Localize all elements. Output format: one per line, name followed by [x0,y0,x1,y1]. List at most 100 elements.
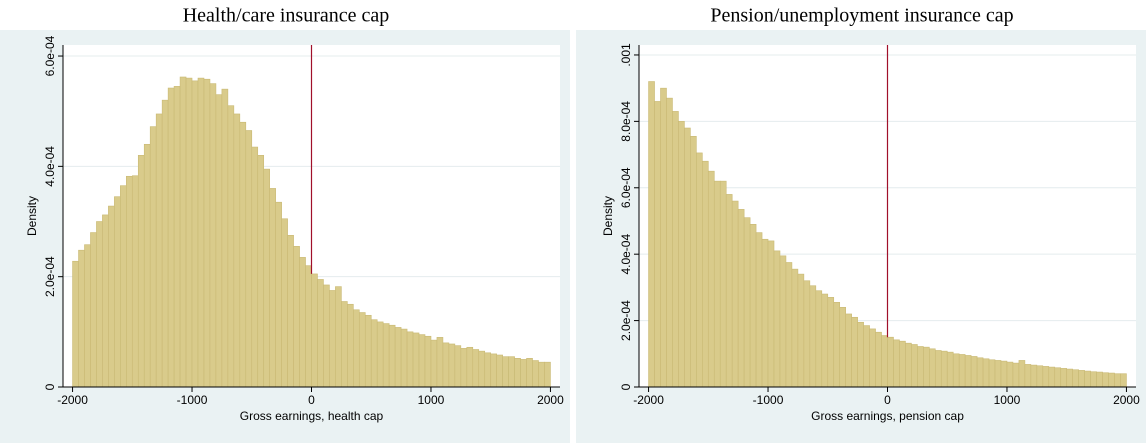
bar [1114,373,1121,388]
bar [538,361,545,388]
bar [779,255,787,388]
bar [478,350,486,388]
bar [1012,362,1020,388]
bar [329,290,336,388]
bar [412,332,420,388]
y-tick-label: .001 [619,43,633,67]
bar [460,348,468,388]
bar [137,155,145,388]
y-axis-label: Density [601,196,615,236]
bar [827,297,835,388]
bar [161,99,169,388]
y-tick-label: 8.0e-04 [619,101,633,142]
bar [90,232,97,388]
bar [155,113,163,388]
bar [1096,371,1103,388]
bar [719,180,727,388]
bar [690,136,697,388]
bar [173,86,181,388]
bar [905,342,912,388]
bar [430,339,438,388]
bar [424,335,432,388]
bar [869,328,876,388]
bar [678,121,685,388]
bar [436,337,444,388]
x-axis-label: Gross earnings, health cap [240,409,384,423]
bar [1084,370,1091,388]
bar [684,127,691,388]
bar [1048,366,1056,388]
y-tick-label: 6.0e-04 [43,35,57,76]
bar [767,240,775,388]
bar [1108,372,1115,388]
y-tick-label: 4.0e-04 [43,146,57,187]
bar [875,331,882,388]
bar [323,284,330,388]
bar [797,273,805,388]
x-tick-label: 1000 [994,393,1021,407]
bar [263,168,270,388]
bar [785,262,793,388]
chart-title: Health/care insurance cap [183,5,390,27]
bar [508,356,515,388]
bar [233,113,241,388]
bar [245,130,253,388]
bar [185,77,193,388]
bar [958,354,966,388]
bar [917,346,924,388]
y-tick-label: 4.0e-04 [619,234,633,275]
bar [149,126,157,388]
bar [911,344,918,388]
bar [394,327,402,388]
bar [749,224,757,388]
bar [1102,372,1109,388]
bar [102,214,109,388]
bar [1066,368,1073,388]
bar [120,185,127,388]
bar [1006,361,1014,388]
bar [1090,371,1097,388]
bar [809,285,817,388]
bar [833,302,841,388]
bar [257,155,265,388]
bar [1078,370,1085,388]
bar [929,348,936,388]
bar [672,111,679,388]
bar [179,76,187,388]
x-tick-label: 2000 [537,393,564,407]
bar [725,194,733,388]
bar [400,328,408,388]
bar [839,307,846,388]
bar [215,94,223,388]
bar [654,101,661,388]
bar [707,170,715,388]
bar [96,221,103,388]
bar [532,360,539,388]
x-tick-label: -1000 [753,393,784,407]
bar [131,175,139,388]
bar [940,350,948,388]
bar [143,143,151,388]
bar [281,218,288,388]
bar [108,205,115,388]
bar [702,160,709,388]
bar [737,209,745,388]
bar [490,353,497,388]
bar [221,88,229,388]
bar [347,303,354,388]
bar [934,350,942,388]
bar [544,361,551,388]
bar [448,343,456,388]
bar [269,188,276,388]
bar [1042,366,1050,388]
bar [317,279,324,388]
bar [442,342,450,388]
bar [358,312,366,388]
bar [893,339,900,388]
bar [988,359,996,388]
bar [1024,364,1032,388]
bar [388,324,396,388]
y-axis-label: Density [25,196,39,236]
bar [84,244,91,388]
bar [376,321,384,388]
